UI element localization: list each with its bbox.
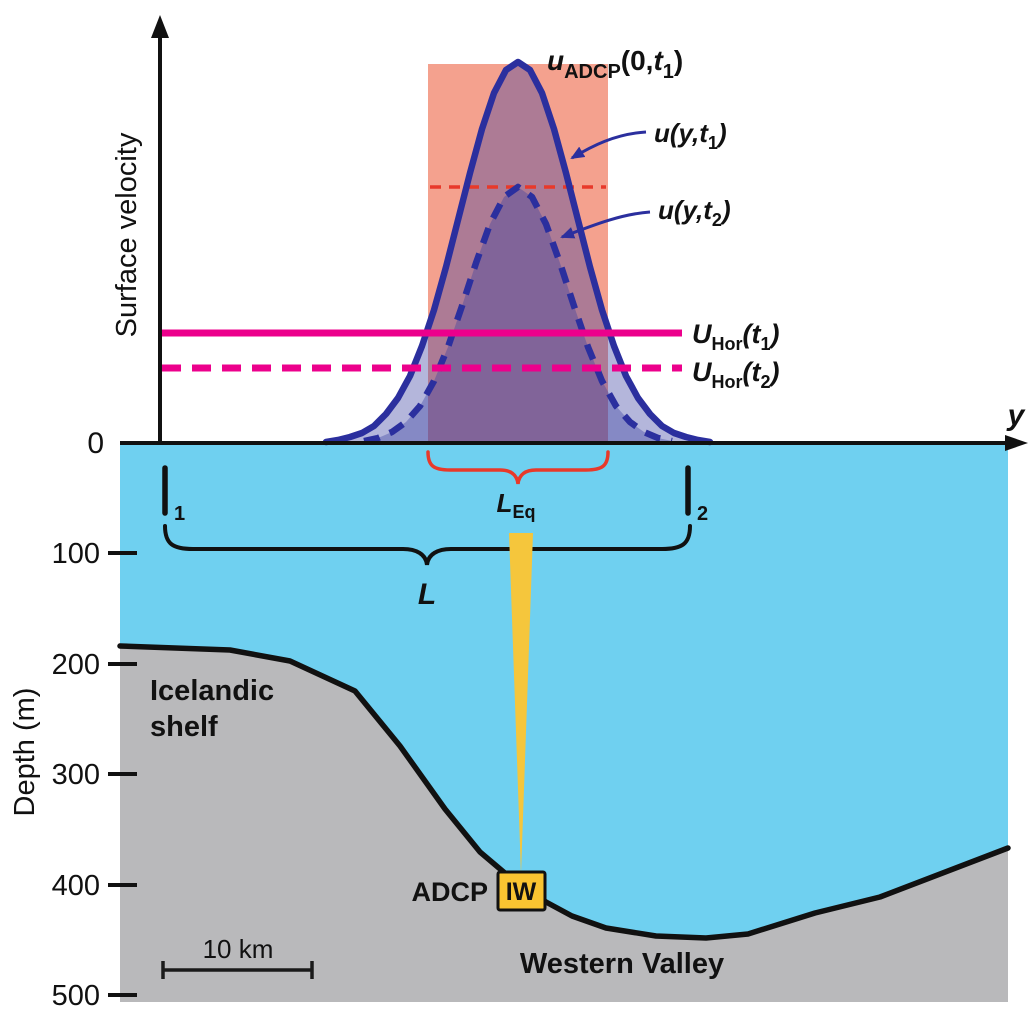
adcp-label: ADCP [411, 877, 488, 907]
adcp-instrument-box [496, 870, 547, 912]
l-label: L [418, 578, 436, 611]
depth-tick-label-200: 200 [52, 649, 100, 681]
depth-axis-label: Depth (m) [9, 688, 41, 817]
solid-velocity-curve [322, 58, 714, 446]
leq-brace [426, 450, 610, 485]
uhor-t1-label: UHor(t1) [692, 319, 780, 354]
limit1-subscript: 1 [174, 503, 185, 525]
surface-velocity-axis-arrowhead [151, 15, 169, 38]
surface-velocity-axis-label: Surface velocity [111, 132, 143, 337]
shelf-label-line2: shelf [150, 711, 218, 743]
leq-label: LEq [497, 488, 536, 522]
dashed-velocity-curve [363, 183, 673, 445]
depth-tick-label-300: 300 [52, 759, 100, 791]
u-adcp-peak-label: uADCP(0,t1) [547, 45, 683, 83]
y-axis-label: y [1006, 399, 1026, 432]
curve1-label: u(y,t1) [654, 118, 727, 153]
limit2-subscript: 2 [697, 503, 708, 525]
curve1-annotation-arrow [570, 130, 647, 160]
bathymetry-land-fill [120, 646, 1008, 1002]
scale-bar-label: 10 km [203, 934, 274, 964]
curve2-label: u(y,t2) [658, 195, 731, 230]
depth-tick-label-400: 400 [52, 870, 100, 902]
uhor-t2-label: UHor(t2) [692, 357, 780, 392]
valley-label: Western Valley [520, 948, 724, 980]
solid-curve-fill-area [326, 62, 730, 443]
iw-label: IW [506, 878, 537, 906]
adcp-acoustic-beam [509, 533, 533, 874]
origin-label: 0 [87, 427, 104, 460]
curve2-annotation-arrow [560, 210, 651, 239]
leq-shaded-band [428, 64, 608, 443]
dashed-curve-fill-area [364, 187, 672, 443]
depth-tick-label-100: 100 [52, 538, 100, 570]
y-axis-arrowhead [1005, 435, 1028, 451]
shelf-label-line1: Icelandic [150, 675, 274, 707]
depth-tick-label-500: 500 [52, 980, 100, 1012]
l-brace [163, 524, 692, 566]
